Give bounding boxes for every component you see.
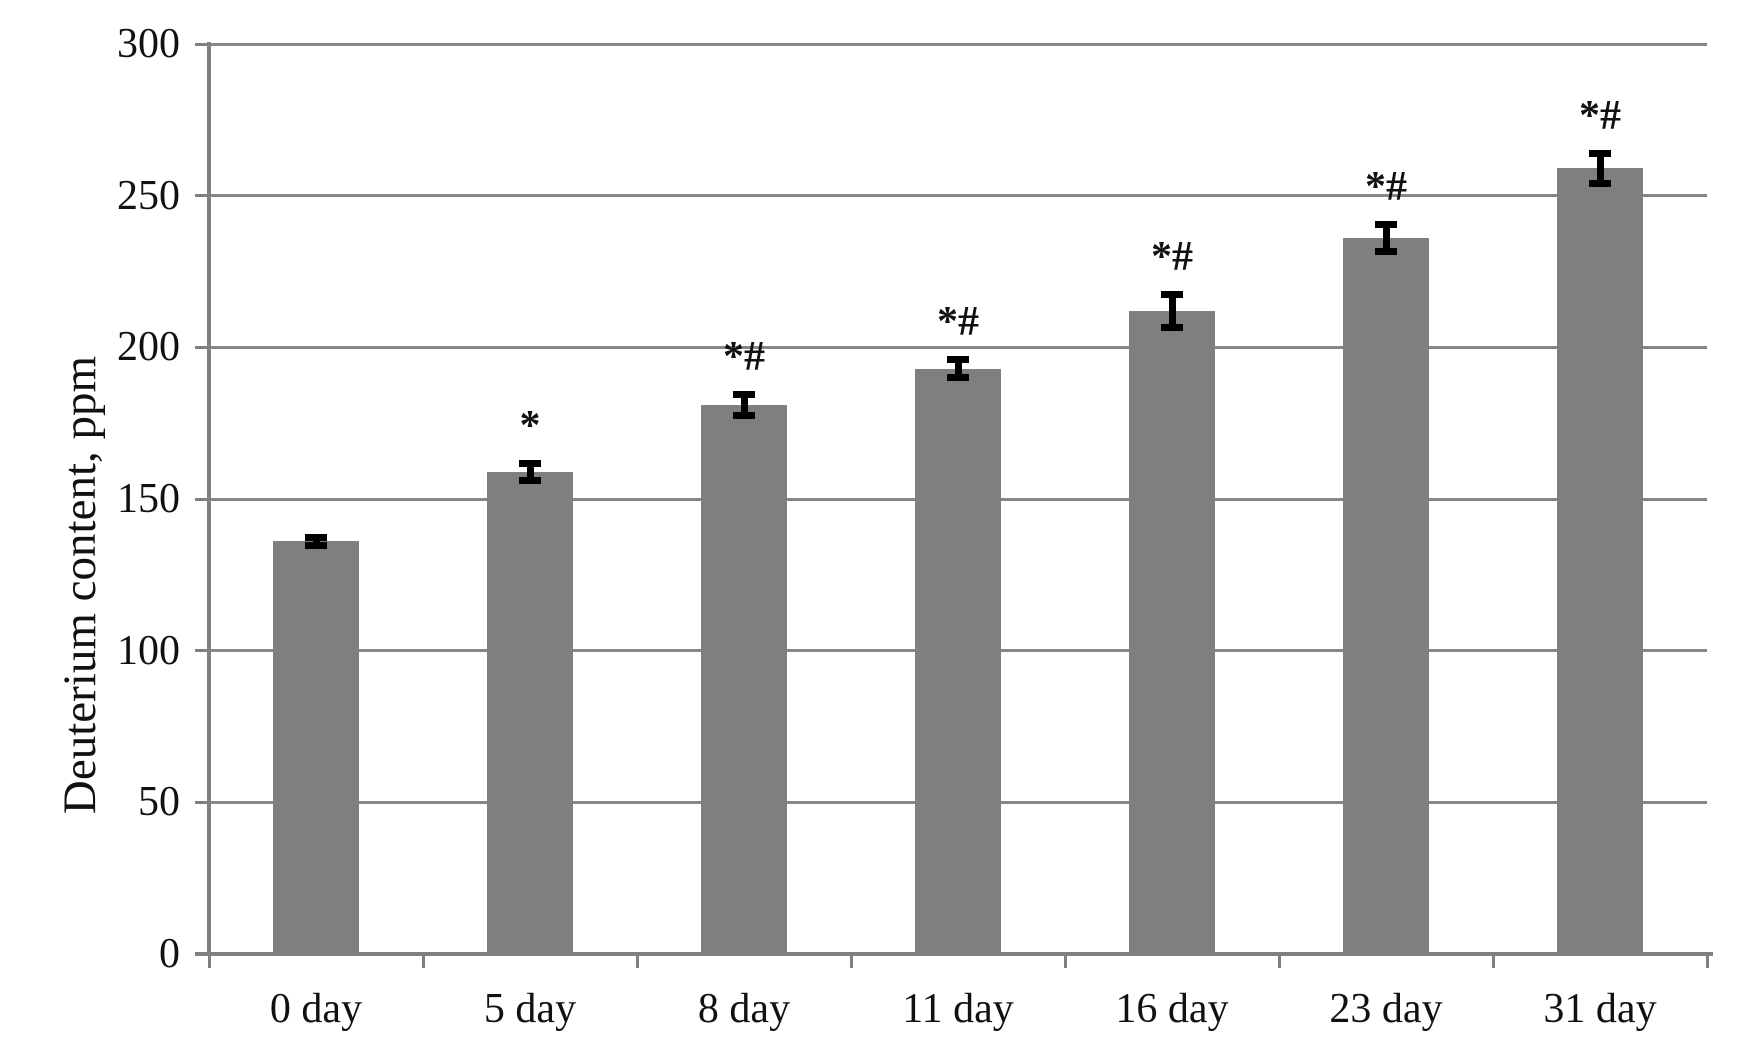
significance-annotation: *# <box>1579 93 1621 140</box>
x-tick-label: 16 day <box>1115 986 1229 1032</box>
y-tick-label: 100 <box>117 627 180 674</box>
significance-annotation: *# <box>1365 164 1407 211</box>
y-tick-label: 0 <box>159 931 180 977</box>
y-axis-tick-mark <box>195 194 209 198</box>
y-axis-tick-mark <box>195 42 209 46</box>
significance-annotation: *# <box>937 299 979 346</box>
error-bar-top-cap <box>947 356 969 364</box>
y-axis-tick-mark <box>195 649 209 653</box>
error-bar-line <box>1596 153 1604 184</box>
error-bar-bottom-cap <box>1375 247 1397 255</box>
significance-annotation: *# <box>723 334 765 381</box>
significance-annotation: * <box>519 402 541 449</box>
x-tick-label: 8 day <box>697 986 791 1032</box>
bar <box>915 368 1001 954</box>
error-bar-top-cap <box>1589 150 1611 158</box>
bar <box>273 541 359 954</box>
x-axis-tick-mark <box>1277 956 1281 968</box>
error-bar-top-cap <box>305 533 327 541</box>
gridline <box>209 194 1707 198</box>
error-bar-bottom-cap <box>733 411 755 419</box>
error-bar-line <box>312 536 320 546</box>
x-axis-line <box>195 952 1713 956</box>
bar <box>701 404 787 954</box>
gridline <box>209 42 1707 46</box>
x-tick-label: 31 day <box>1543 986 1657 1032</box>
error-bar-bottom-cap <box>1161 323 1183 331</box>
y-axis-tick-mark <box>195 345 209 349</box>
error-bar-bottom-cap <box>519 476 541 484</box>
x-axis-tick-mark <box>635 956 639 968</box>
error-bar-top-cap <box>1375 221 1397 229</box>
y-axis-line <box>207 42 211 956</box>
x-tick-label: 23 day <box>1329 986 1443 1032</box>
y-axis-tick-mark <box>195 497 209 501</box>
error-bar-line <box>954 359 962 378</box>
x-axis-tick-mark <box>1491 956 1495 968</box>
error-bar-line <box>526 462 534 481</box>
y-axis-title: Deuterium content, ppm <box>54 355 106 815</box>
x-tick-label: 0 day <box>269 986 363 1032</box>
bar <box>1343 238 1429 954</box>
x-tick-label: 11 day <box>902 986 1014 1032</box>
y-axis-tick-mark <box>195 800 209 804</box>
error-bar-top-cap <box>519 459 541 467</box>
gridline <box>209 345 1707 349</box>
y-tick-label: 200 <box>117 324 180 371</box>
y-tick-label: 300 <box>117 21 180 67</box>
x-axis-tick-mark <box>849 956 853 968</box>
significance-annotation: *# <box>1151 234 1193 281</box>
y-tick-label: 250 <box>117 172 180 219</box>
bar <box>1129 310 1215 954</box>
x-axis-tick-mark <box>1705 956 1709 968</box>
x-tick-label: 5 day <box>483 986 577 1032</box>
error-bar-line <box>1382 224 1390 252</box>
x-axis-tick-mark <box>207 956 211 968</box>
y-tick-label: 50 <box>138 779 180 826</box>
bar <box>487 471 573 954</box>
x-axis-tick-mark <box>1063 956 1067 968</box>
error-bar-top-cap <box>733 391 755 399</box>
y-tick-label: 150 <box>117 476 180 522</box>
error-bar-line <box>740 394 748 416</box>
error-bar-top-cap <box>1161 291 1183 299</box>
error-bar-line <box>1168 294 1176 328</box>
error-bar-bottom-cap <box>947 373 969 381</box>
bar <box>1557 168 1643 954</box>
error-bar-bottom-cap <box>1589 179 1611 187</box>
error-bar-bottom-cap <box>305 542 327 550</box>
x-axis-tick-mark <box>421 956 425 968</box>
